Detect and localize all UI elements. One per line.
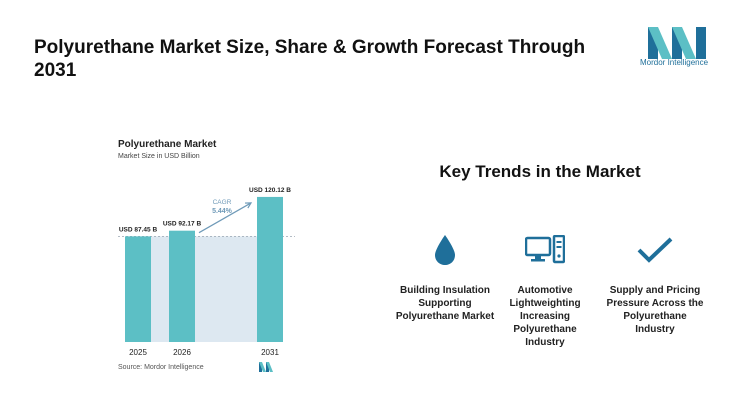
bar-2031: [257, 196, 283, 342]
data-label-2031: USD 120.12 B: [249, 187, 291, 194]
data-label-2026: USD 92.17 B: [163, 221, 202, 228]
cagr-label: CAGR: [213, 199, 232, 206]
logo-text: Mordor Intelligence: [640, 58, 709, 67]
trend-label: Supply and Pricing Pressure Across the P…: [606, 285, 704, 335]
trend-item-supply-pricing: Supply and Pricing Pressure Across the P…: [605, 230, 705, 336]
trends-title: Key Trends in the Market: [439, 162, 641, 181]
trend-item-automotive: Automotive Lightweighting Increasing Pol…: [495, 230, 595, 349]
trend-label: Automotive Lightweighting Increasing Pol…: [509, 285, 581, 348]
bar-chart: USD 87.45 B 2025 USD 92.17 B 2026 USD 120.12…: [118, 187, 295, 357]
mordor-logo-icon: [648, 27, 706, 59]
trend-label: Building Insulation Supporting Polyureth…: [395, 285, 495, 322]
tick-label-2025: 2025: [129, 348, 147, 357]
cagr-arrow-head: [244, 202, 253, 209]
computer-icon: [525, 235, 565, 264]
water-drop-icon: [435, 235, 455, 265]
checkmark-icon: [637, 237, 673, 263]
cagr-value: 5.44%: [212, 208, 233, 215]
source-logo-icon: [259, 362, 273, 372]
chart-title: Polyurethane Market: [118, 139, 217, 150]
page-title: Polyurethane Market Size, Share & Growth…: [34, 37, 586, 81]
data-label-2025: USD 87.45 B: [119, 226, 158, 233]
bar-2025: [125, 236, 151, 342]
bar-2026: [169, 230, 195, 342]
cagr-arrow: [198, 202, 252, 234]
tick-label-2026: 2026: [173, 348, 191, 357]
tick-label-2031: 2031: [261, 348, 279, 357]
source-text: Source: Mordor Intelligence: [118, 364, 204, 371]
trend-item-building-insulation: Building Insulation Supporting Polyureth…: [395, 230, 495, 323]
chart-subtitle: Market Size in USD Billion: [118, 153, 200, 160]
baseline-band: [125, 236, 283, 342]
